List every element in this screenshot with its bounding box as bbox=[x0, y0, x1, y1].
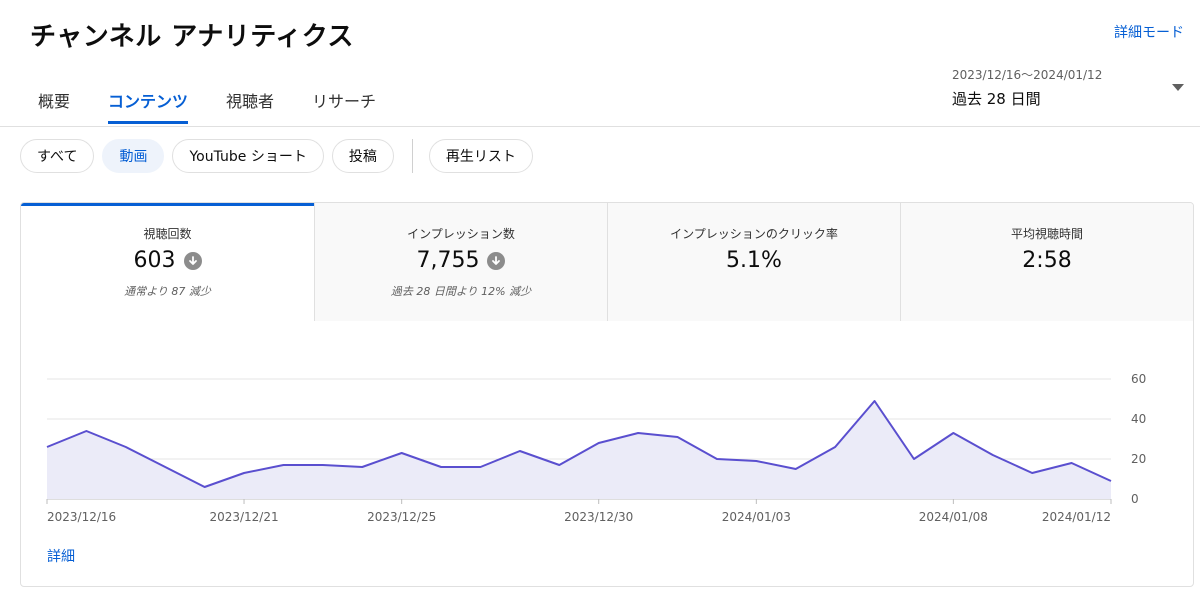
x-tick-label: 2023/12/21 bbox=[209, 510, 278, 524]
tab-overview[interactable]: 概要 bbox=[38, 92, 71, 111]
chart-area-fill bbox=[47, 401, 1111, 499]
date-range-dates: 2023/12/16〜2024/01/12 bbox=[952, 68, 1103, 82]
x-tick-label: 2023/12/25 bbox=[367, 510, 436, 524]
metric-value: 603 bbox=[133, 248, 176, 273]
x-tick-label: 2023/12/16 bbox=[47, 510, 116, 524]
metric-comparison: 過去 28 日間より 12% 減少 bbox=[390, 285, 532, 298]
chip-all[interactable]: すべて bbox=[20, 139, 95, 173]
details-link[interactable]: 詳細 bbox=[47, 549, 75, 565]
tab-content[interactable]: コンテンツ bbox=[108, 88, 189, 124]
tab-bar: 概要 コンテンツ 視聴者 リサーチ bbox=[38, 88, 414, 124]
metric-value: 2:58 bbox=[1022, 248, 1072, 273]
metric-views[interactable]: 視聴回数 603 通常より 87 減少 bbox=[21, 203, 314, 321]
analytics-card: 視聴回数 603 通常より 87 減少 インプレッション数 7,755 過去 2… bbox=[20, 202, 1194, 587]
date-range-selector[interactable]: 2023/12/16〜2024/01/12 過去 28 日間 bbox=[952, 66, 1102, 109]
page-title: チャンネル アナリティクス bbox=[30, 22, 354, 52]
x-tick-label: 2024/01/12 bbox=[1042, 510, 1111, 524]
metric-value: 5.1% bbox=[726, 248, 782, 273]
content-type-chips: すべて 動画 YouTube ショート 投稿 再生リスト bbox=[20, 139, 541, 173]
views-chart: 0 20 40 60 2023/12/16 2023/12/21 2023/12/25 202… bbox=[21, 321, 1193, 586]
metric-label: 視聴回数 bbox=[143, 227, 192, 241]
chip-posts[interactable]: 投稿 bbox=[331, 139, 394, 173]
chart-svg: 0 20 40 60 2023/12/16 2023/12/21 2023/12/25 202… bbox=[46, 372, 1146, 524]
metric-tabs: 視聴回数 603 通常より 87 減少 インプレッション数 7,755 過去 2… bbox=[21, 203, 1193, 321]
date-range-label: 過去 28 日間 bbox=[952, 90, 1041, 108]
metric-value: 7,755 bbox=[416, 248, 480, 273]
x-tick-label: 2024/01/08 bbox=[919, 510, 988, 524]
metric-ctr[interactable]: インプレッションのクリック率 5.1% bbox=[607, 203, 900, 321]
metric-label: 平均視聴時間 bbox=[1010, 227, 1083, 241]
chip-shorts[interactable]: YouTube ショート bbox=[172, 139, 324, 173]
dropdown-arrow-icon[interactable] bbox=[1172, 84, 1184, 91]
metric-comparison: 通常より 87 減少 bbox=[124, 285, 211, 298]
tab-research[interactable]: リサーチ bbox=[312, 92, 377, 111]
chip-playlists[interactable]: 再生リスト bbox=[428, 139, 533, 173]
metric-impressions[interactable]: インプレッション数 7,755 過去 28 日間より 12% 減少 bbox=[314, 203, 607, 321]
y-tick-label: 60 bbox=[1131, 372, 1146, 386]
arrow-down-icon bbox=[487, 251, 506, 270]
metric-label: インプレッション数 bbox=[407, 227, 515, 241]
metric-label: インプレッションのクリック率 bbox=[670, 227, 838, 241]
header-divider bbox=[0, 126, 1200, 127]
series-line bbox=[46, 400, 1112, 488]
arrow-down-icon bbox=[183, 251, 202, 270]
tab-audience[interactable]: 視聴者 bbox=[226, 92, 275, 111]
chip-divider bbox=[411, 139, 413, 173]
y-tick-label: 0 bbox=[1131, 492, 1139, 506]
chip-videos[interactable]: 動画 bbox=[102, 139, 165, 173]
advanced-mode-link[interactable]: 詳細モード bbox=[1114, 25, 1184, 41]
x-tick-label: 2024/01/03 bbox=[722, 510, 791, 524]
y-tick-label: 20 bbox=[1131, 452, 1146, 466]
x-tick-label: 2023/12/30 bbox=[564, 510, 633, 524]
y-tick-label: 40 bbox=[1131, 412, 1146, 426]
metric-avg-view-duration[interactable]: 平均視聴時間 2:58 bbox=[900, 203, 1193, 321]
